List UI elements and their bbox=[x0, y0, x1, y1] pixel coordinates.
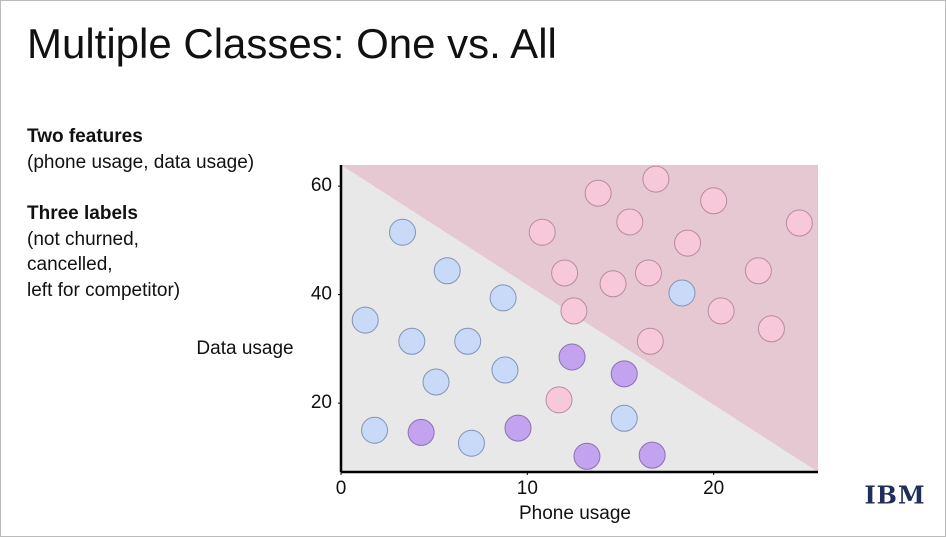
y-tick-label: 60 bbox=[311, 175, 332, 196]
note-heading: Three labels bbox=[27, 203, 138, 224]
x-tick-label: 0 bbox=[336, 478, 347, 499]
note-line: left for competitor) bbox=[27, 279, 181, 301]
point bbox=[398, 327, 426, 355]
point bbox=[422, 368, 450, 396]
point bbox=[584, 179, 612, 207]
point bbox=[634, 259, 662, 287]
note-heading: Two features bbox=[27, 126, 143, 147]
y-tick-label: 40 bbox=[311, 284, 332, 305]
point bbox=[610, 360, 638, 388]
note-line: cancelled, bbox=[27, 254, 113, 275]
point bbox=[491, 356, 519, 384]
point bbox=[560, 297, 588, 325]
point bbox=[599, 270, 627, 298]
x-axis-label: Phone usage bbox=[519, 503, 631, 524]
point bbox=[361, 416, 389, 444]
point bbox=[528, 218, 556, 246]
point bbox=[433, 257, 461, 285]
point bbox=[744, 257, 772, 285]
point bbox=[757, 315, 785, 343]
point bbox=[504, 414, 532, 442]
point bbox=[668, 279, 696, 307]
point bbox=[707, 297, 735, 325]
point bbox=[489, 284, 517, 312]
point bbox=[638, 441, 666, 469]
y-tick-label: 20 bbox=[311, 392, 332, 413]
point bbox=[388, 218, 416, 246]
y-axis-label: Data usage bbox=[196, 338, 293, 359]
point bbox=[407, 418, 435, 446]
point bbox=[573, 442, 601, 470]
point bbox=[551, 259, 579, 287]
note-line: (phone usage, data usage) bbox=[27, 151, 255, 173]
x-tick-label: 20 bbox=[703, 478, 724, 499]
point bbox=[636, 327, 664, 355]
point bbox=[457, 429, 485, 457]
point bbox=[545, 386, 573, 414]
notes: Two features (phone usage, data usage) T… bbox=[27, 124, 254, 303]
slide-title: Multiple Classes: One vs. All bbox=[27, 20, 557, 67]
note-line: (not churned, bbox=[27, 228, 139, 250]
point bbox=[351, 306, 379, 334]
point bbox=[785, 209, 813, 237]
logo: IBM bbox=[864, 481, 925, 510]
point bbox=[616, 208, 644, 236]
x-tick-label: 10 bbox=[517, 478, 538, 499]
point bbox=[454, 327, 482, 355]
point bbox=[558, 343, 586, 371]
point bbox=[700, 187, 728, 215]
point bbox=[610, 404, 638, 432]
point bbox=[674, 229, 702, 257]
point bbox=[642, 165, 670, 193]
